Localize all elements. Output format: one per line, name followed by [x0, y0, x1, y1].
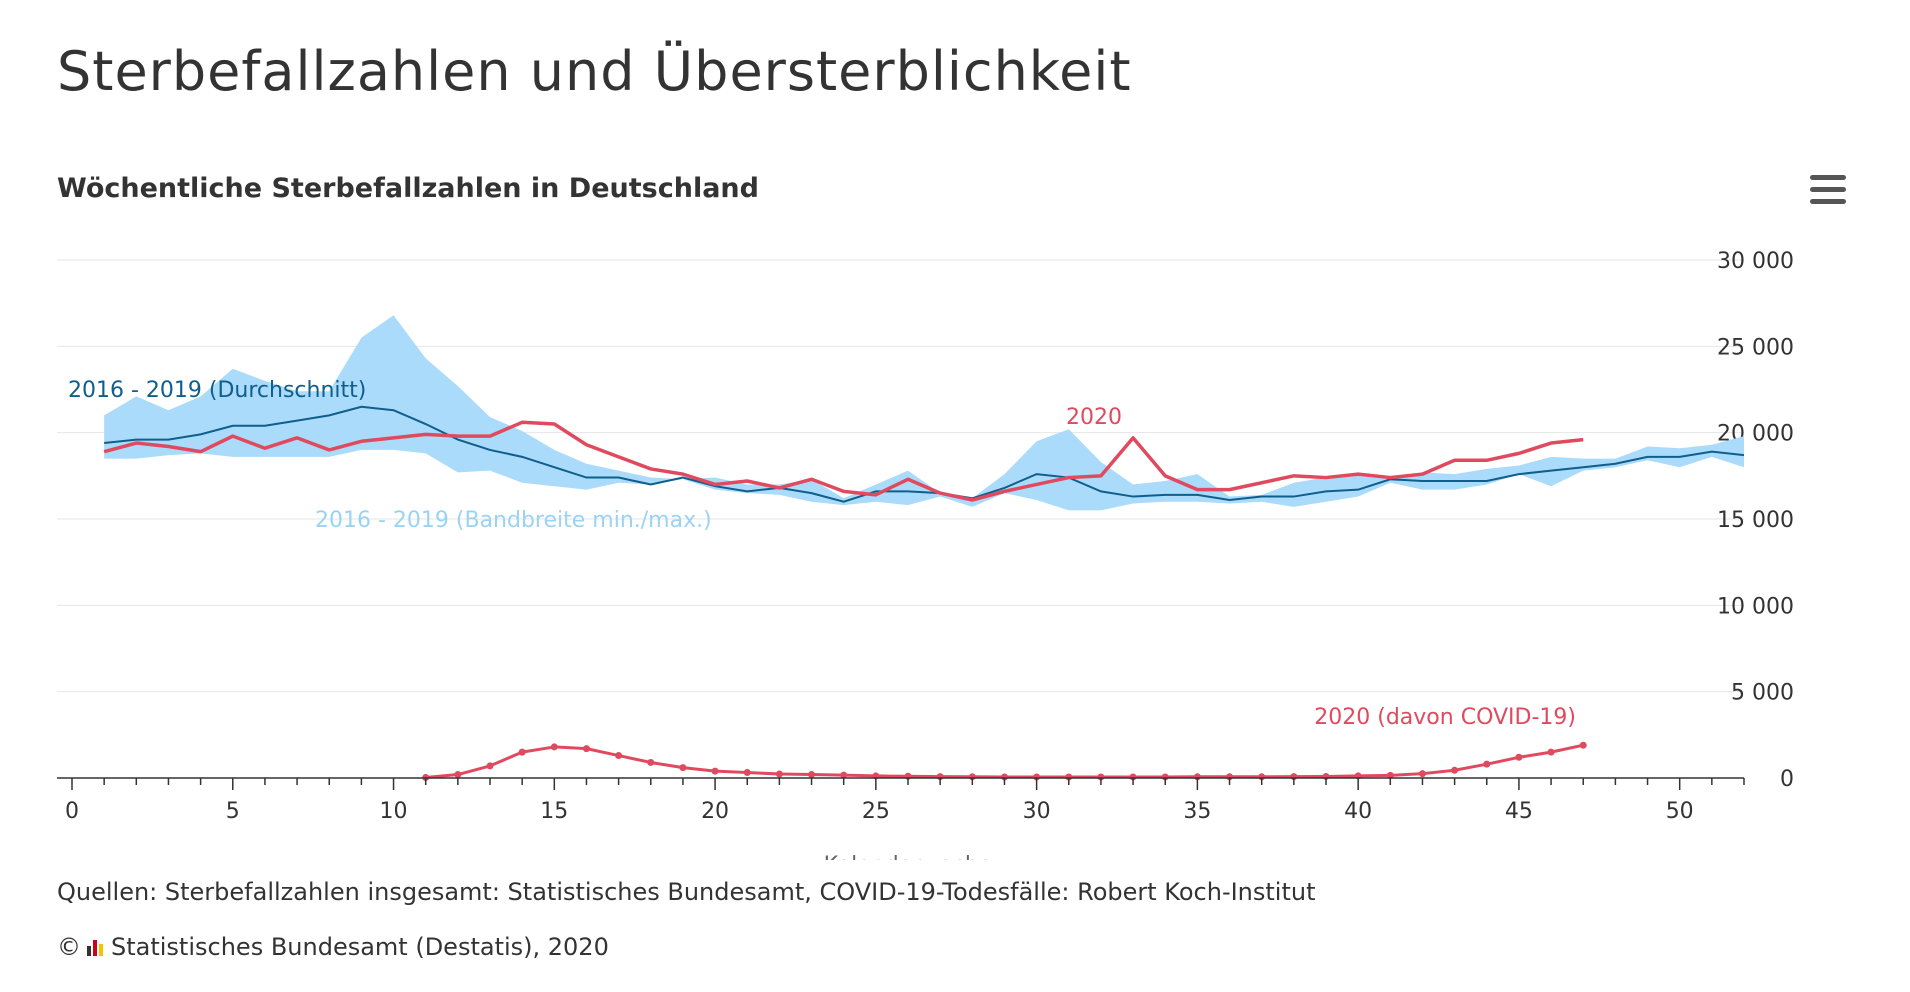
copyright: © Statistisches Bundesamt (Destatis), 20… — [57, 933, 609, 961]
average-line — [104, 405, 1745, 503]
covid-point — [1579, 741, 1587, 749]
covid-point — [808, 771, 816, 779]
y-tick-label: 15 000 — [1717, 508, 1794, 533]
covid-point — [486, 762, 494, 770]
covid-point — [1515, 753, 1523, 761]
covid-point — [1547, 748, 1555, 756]
covid-point — [743, 768, 751, 776]
source-note: Quellen: Sterbefallzahlen insgesamt: Sta… — [57, 878, 1316, 906]
y-tick-label: 0 — [1780, 767, 1794, 792]
series-label-2020: 2020 — [1066, 405, 1122, 430]
covid-point — [550, 743, 558, 751]
menu-bar — [1810, 199, 1846, 204]
copyright-text: Statistisches Bundesamt (Destatis), 2020 — [111, 933, 609, 961]
x-tick-label: 35 — [1183, 799, 1211, 824]
covid-point — [679, 764, 687, 772]
x-tick-label: 40 — [1344, 799, 1372, 824]
covid-point — [840, 771, 848, 779]
y-tick-label: 5 000 — [1731, 681, 1794, 706]
covid-point — [518, 748, 526, 756]
x-tick-label: 0 — [65, 799, 79, 824]
x-tick-label: 50 — [1666, 799, 1694, 824]
x-tick-label: 15 — [540, 799, 568, 824]
y-tick-label: 30 000 — [1717, 249, 1794, 274]
x-tick-label: 20 — [701, 799, 729, 824]
range-band — [104, 315, 1745, 511]
series-label-band: 2016 - 2019 (Bandbreite min./max.) — [315, 508, 712, 533]
x-tick-label: 5 — [226, 799, 240, 824]
x-tick-label: 30 — [1023, 799, 1051, 824]
series-label-average: 2016 - 2019 (Durchschnitt) — [68, 378, 366, 403]
hamburger-menu-icon[interactable] — [1808, 175, 1848, 209]
covid-point — [1483, 760, 1491, 768]
covid-point — [615, 752, 623, 760]
covid-point — [1386, 771, 1394, 779]
x-tick-label: 25 — [862, 799, 890, 824]
copyright-symbol: © — [57, 933, 81, 961]
series-label-covid: 2020 (davon COVID-19) — [1314, 705, 1576, 730]
y-tick-label: 10 000 — [1717, 594, 1794, 619]
covid-point — [711, 767, 719, 775]
page-title: Sterbefallzahlen und Übersterblichkeit — [57, 40, 1132, 103]
covid-point — [582, 745, 590, 753]
covid-point — [1451, 766, 1459, 774]
menu-bar — [1810, 175, 1846, 180]
x-axis-title: Kalenderwoche — [824, 853, 993, 860]
menu-bar — [1810, 187, 1846, 192]
destatis-logo-icon — [87, 938, 105, 956]
x-tick-label: 10 — [380, 799, 408, 824]
line-2020 — [103, 420, 1584, 502]
covid-point — [454, 771, 462, 779]
chart-title: Wöchentliche Sterbefallzahlen in Deutsch… — [57, 173, 759, 204]
x-tick-label: 45 — [1505, 799, 1533, 824]
covid-point — [775, 770, 783, 778]
covid-point — [1418, 770, 1426, 778]
covid-point — [647, 758, 655, 766]
y-tick-label: 25 000 — [1717, 335, 1794, 360]
covid-line — [425, 743, 1584, 779]
